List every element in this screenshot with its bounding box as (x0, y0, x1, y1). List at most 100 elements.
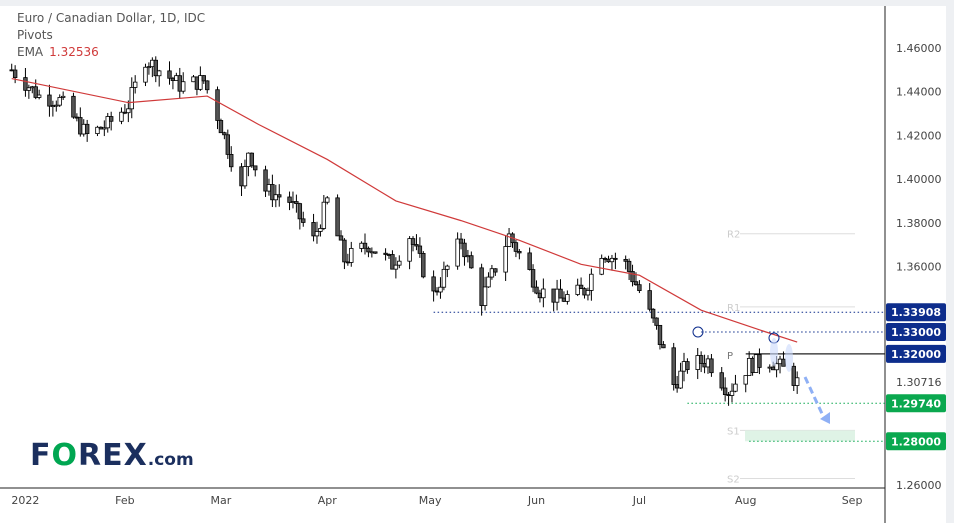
candle-body (201, 75, 206, 82)
level-badge-text: 1.33908 (891, 306, 941, 319)
x-tick-label: Mar (211, 494, 232, 507)
candle-body (229, 154, 234, 168)
y-tick-label: 1.26000 (896, 479, 942, 492)
candle-body (578, 284, 584, 290)
candle-body (47, 94, 52, 107)
candle-body (585, 290, 591, 296)
candle-body (321, 201, 327, 229)
candle-body (565, 294, 570, 302)
ema-indicator[interactable]: EMA 1.32536 (17, 44, 205, 61)
candle-body (458, 238, 464, 244)
candle-body (626, 260, 632, 272)
candle-body (489, 268, 495, 278)
candle-body (390, 254, 395, 270)
candle-body (198, 75, 203, 90)
candle-body (678, 370, 683, 389)
x-tick-label: Jul (632, 494, 646, 507)
candle-body (722, 387, 728, 396)
pivot-label-S2: S2 (727, 474, 740, 485)
candle-body (469, 255, 474, 269)
candle-body (407, 238, 412, 262)
candle-body (414, 244, 419, 247)
candle-body (314, 231, 320, 237)
candle-body (685, 361, 690, 370)
level-badge-1.29740 (886, 394, 946, 413)
candle-body (108, 116, 114, 122)
candle-body (263, 169, 268, 192)
candle-body (349, 248, 354, 263)
candle-body (287, 196, 292, 203)
candle-body (143, 66, 148, 83)
candle-body (609, 257, 615, 263)
pivot-label-R1: R1 (727, 303, 740, 314)
candle-body (373, 251, 378, 254)
candle-body (146, 66, 152, 69)
candle-body (421, 252, 426, 278)
candle-body (301, 218, 306, 223)
logo-rex: REX (78, 438, 148, 473)
candle-body (462, 242, 467, 258)
y-tick-label: 1.42000 (896, 129, 942, 142)
candle-body (589, 273, 594, 291)
candle-body (534, 286, 539, 294)
logo-o: O (51, 438, 79, 473)
level-badge-1.33000 (886, 323, 946, 342)
candle-body (633, 281, 639, 286)
candle-body (613, 257, 618, 260)
candle-body (366, 247, 371, 253)
x-tick-label: Aug (735, 494, 756, 507)
ema-label: EMA (17, 45, 44, 59)
candle-body (791, 365, 796, 386)
candle-body (558, 288, 563, 299)
candle-body (181, 81, 186, 92)
forex-logo: FOREX.com (30, 438, 194, 473)
candle-body (54, 104, 59, 107)
candle-body (222, 132, 227, 136)
candle-body (654, 317, 659, 326)
wick-highlight (770, 338, 778, 366)
candle-body (119, 111, 124, 122)
candle-body (757, 354, 762, 368)
candle-body (650, 308, 656, 319)
x-tick-label: 2022 (11, 494, 39, 507)
x-tick-label: Feb (115, 494, 134, 507)
candle-body (630, 271, 635, 283)
level-badge-text: 1.33000 (891, 326, 941, 339)
candle-body (57, 97, 62, 106)
level-badge-1.28000 (886, 432, 946, 451)
candle-body (132, 81, 138, 88)
pivots-indicator-label[interactable]: Pivots (17, 28, 53, 42)
candle-body (410, 238, 416, 245)
candle-body (26, 87, 32, 91)
swing-high-marker (692, 326, 704, 338)
candle-body (156, 70, 162, 77)
candle-body (383, 252, 388, 255)
candle-body (657, 324, 663, 345)
x-tick-label: May (419, 494, 442, 507)
candle-body (794, 377, 800, 386)
candle-body (294, 201, 299, 205)
wick-highlight (785, 344, 793, 372)
candle-body (482, 286, 488, 306)
chart-legend: Euro / Canadian Dollar, 1D, IDC Pivots E… (17, 10, 205, 61)
candle-body (84, 123, 90, 135)
candle-body (575, 284, 580, 295)
candle-body (637, 284, 642, 291)
candle-body (661, 344, 666, 349)
candle-body (431, 276, 436, 292)
level-badge-text: 1.29740 (891, 397, 941, 410)
candle-body (338, 235, 344, 241)
pivot-label-S1: S1 (727, 426, 740, 437)
candle-body (517, 250, 522, 254)
candle-body (393, 264, 399, 270)
candle-body (242, 166, 248, 187)
candle-body (311, 222, 316, 237)
candle-body (698, 355, 704, 364)
projection-arrow (803, 376, 826, 419)
candle-body (205, 80, 210, 91)
candle-body (225, 134, 230, 155)
x-tick-label: Jun (527, 494, 545, 507)
logo-com: .com (147, 450, 194, 470)
candle-body (774, 363, 779, 371)
